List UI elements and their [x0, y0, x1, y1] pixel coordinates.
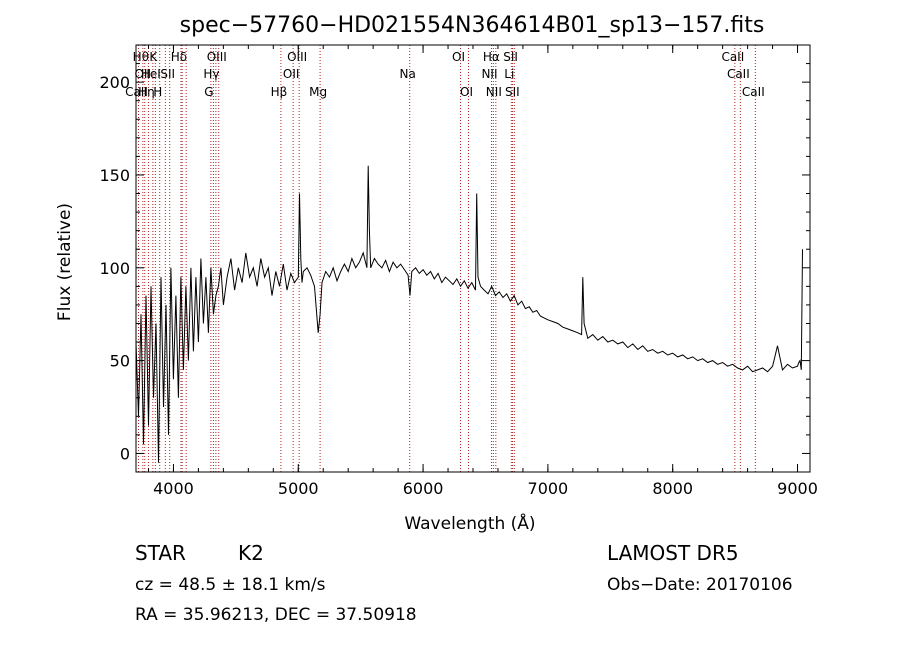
x-axis-label: Wavelength (Å): [404, 512, 535, 534]
line-marker-label: OI: [452, 50, 465, 64]
object-class: STAR: [135, 541, 186, 565]
line-marker-label: Hδ: [171, 50, 187, 64]
chart-title: spec−57760−HD021554N364614B01_sp13−157.f…: [180, 13, 765, 38]
y-axis: 0 50 100 150 200: [99, 63, 810, 463]
line-marker-label: OIII: [207, 50, 227, 64]
line-marker-label: OII: [134, 67, 151, 81]
survey-name: LAMOST DR5: [607, 541, 739, 565]
spectrum-line: [135, 165, 803, 463]
line-marker-label: K: [149, 50, 158, 64]
line-marker-label: SII: [503, 50, 518, 64]
line-marker-label: G: [204, 85, 213, 99]
y-tick-label: 50: [110, 352, 130, 371]
x-tick-label: 7000: [528, 479, 569, 498]
line-marker-label: SII: [160, 67, 175, 81]
line-marker-label: Hα: [483, 50, 500, 64]
x-tick-label: 6000: [403, 479, 444, 498]
line-marker-label: SII: [505, 85, 520, 99]
line-marker-label: Na: [400, 67, 416, 81]
line-marker-label: Mg: [309, 85, 327, 99]
line-marker-label: H: [153, 85, 162, 99]
y-axis-label: Flux (relative): [55, 203, 75, 321]
y-tick-label: 200: [99, 73, 130, 92]
x-tick-label: 4000: [153, 479, 194, 498]
line-marker-label: CaII: [727, 67, 750, 81]
redshift-cz: cz = 48.5 ± 18.1 km/s: [135, 575, 326, 595]
line-marker-label: HeI: [141, 67, 161, 81]
x-tick-label: 5000: [278, 479, 319, 498]
line-marker-label: NII: [481, 67, 497, 81]
line-marker-label: NII: [486, 85, 502, 99]
line-marker-label: Hη: [138, 85, 155, 99]
line-marker-labels: CaII Hθ OII Hη HeI K H SII Hδ G Hγ OIII Hβ OII OIII Mg N…: [125, 50, 765, 99]
x-tick-label: 9000: [777, 479, 818, 498]
y-tick-label: 100: [99, 259, 130, 278]
coordinates: RA = 35.96213, DEC = 37.50918: [135, 605, 417, 625]
line-marker-label: Hγ: [203, 67, 219, 81]
plot-frame: [135, 44, 811, 473]
y-tick-label: 150: [99, 166, 130, 185]
x-axis: 4000 5000 6000 7000 8000 9000: [147, 45, 818, 498]
line-markers: [137, 45, 756, 472]
y-tick-label: 0: [120, 444, 130, 463]
x-tick-label: 8000: [652, 479, 693, 498]
object-subclass: K2: [238, 541, 264, 565]
line-marker-label: OIII: [287, 50, 307, 64]
line-marker-label: Hβ: [271, 85, 288, 99]
line-marker-label: OI: [460, 85, 473, 99]
line-marker-label: CaII: [742, 85, 765, 99]
obs-date: Obs−Date: 20170106: [607, 575, 793, 595]
line-marker-label: Hθ: [133, 50, 149, 64]
line-marker-label: CaII: [721, 50, 744, 64]
line-marker-label: OII: [283, 67, 300, 81]
line-marker-label: Li: [504, 67, 514, 81]
